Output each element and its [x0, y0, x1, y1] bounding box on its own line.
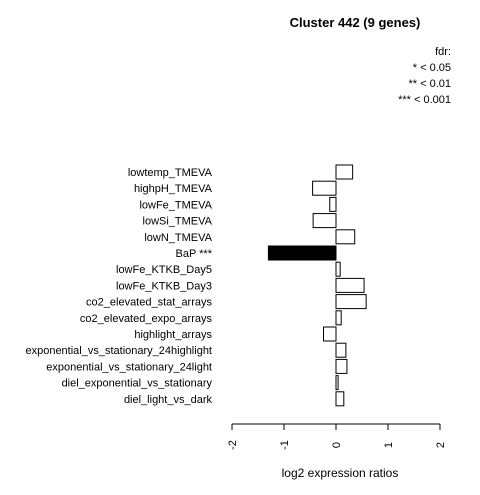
- chart-legend: fdr: * < 0.05 ** < 0.01 *** < 0.001: [398, 46, 451, 106]
- bar-diel-light-vs-dark: [335, 391, 345, 407]
- category-label-lowfe-tmeva: lowFe_TMEVA: [139, 199, 212, 211]
- bar-lowtemp-tmeva: [335, 164, 354, 180]
- bar-highph-tmeva: [312, 180, 337, 196]
- category-label-highlight-arrays: highlight_arrays: [134, 329, 212, 341]
- chart-title: Cluster 442 (9 genes): [290, 15, 421, 30]
- category-label-lowfe-ktkb-day3: lowFe_KTKB_Day3: [116, 280, 212, 292]
- bar-co2-elevated-stat-arrays: [335, 294, 367, 310]
- bar-lowfe-ktkb-day3: [335, 277, 365, 293]
- x-tick-label: -1: [279, 440, 291, 450]
- category-label-lown-tmeva: lowN_TMEVA: [144, 232, 212, 244]
- category-label-exponential-vs-stationary-24highlight: exponential_vs_stationary_24highlight: [25, 345, 212, 357]
- category-label-co2-elevated-stat-arrays: co2_elevated_stat_arrays: [86, 297, 212, 309]
- legend-title: fdr:: [435, 46, 451, 58]
- category-label-diel-light-vs-dark: diel_light_vs_dark: [124, 394, 213, 406]
- category-label-lowtemp-tmeva: lowtemp_TMEVA: [128, 167, 213, 179]
- legend-entry-fdr-0001: *** < 0.001: [398, 94, 451, 106]
- bar-bap: [267, 245, 337, 261]
- bar-exponential-vs-stationary-24light: [335, 358, 348, 374]
- x-axis: -2 -1 0 1 2: [227, 423, 447, 450]
- bar-lowsi-tmeva: [312, 213, 337, 229]
- bar-co2-elevated-expo-arrays: [335, 310, 342, 326]
- category-label-exponential-vs-stationary-24light: exponential_vs_stationary_24light: [46, 361, 212, 373]
- x-tick-label: 0: [331, 442, 343, 448]
- bar-group: [267, 164, 367, 407]
- category-label-diel-exponential-vs-stationary: diel_exponential_vs_stationary: [62, 378, 213, 390]
- category-labels: lowtemp_TMEVA highpH_TMEVA lowFe_TMEVA lowS…: [25, 167, 212, 406]
- legend-entry-fdr-005: * < 0.05: [413, 62, 451, 74]
- x-axis-label: log2 expression ratios: [282, 466, 399, 480]
- legend-entry-fdr-001: ** < 0.01: [408, 78, 451, 90]
- bar-highlight-arrays: [323, 326, 337, 342]
- category-label-lowfe-ktkb-day5: lowFe_KTKB_Day5: [116, 264, 212, 276]
- x-tick-label: 1: [383, 442, 395, 448]
- category-label-bap: BaP ***: [176, 248, 213, 260]
- category-label-highph-tmeva: highpH_TMEVA: [134, 183, 213, 195]
- bar-diel-exponential-vs-stationary: [335, 375, 339, 391]
- category-label-lowsi-tmeva: lowSi_TMEVA: [143, 216, 213, 228]
- bar-lowfe-ktkb-day5: [335, 261, 341, 277]
- bar-lowfe-tmeva: [329, 196, 337, 212]
- category-label-co2-elevated-expo-arrays: co2_elevated_expo_arrays: [80, 313, 213, 325]
- x-tick-label: -2: [227, 440, 239, 450]
- bar-exponential-vs-stationary-24highlight: [335, 342, 347, 358]
- x-tick-label: 2: [435, 442, 447, 448]
- bar-lown-tmeva: [335, 229, 356, 245]
